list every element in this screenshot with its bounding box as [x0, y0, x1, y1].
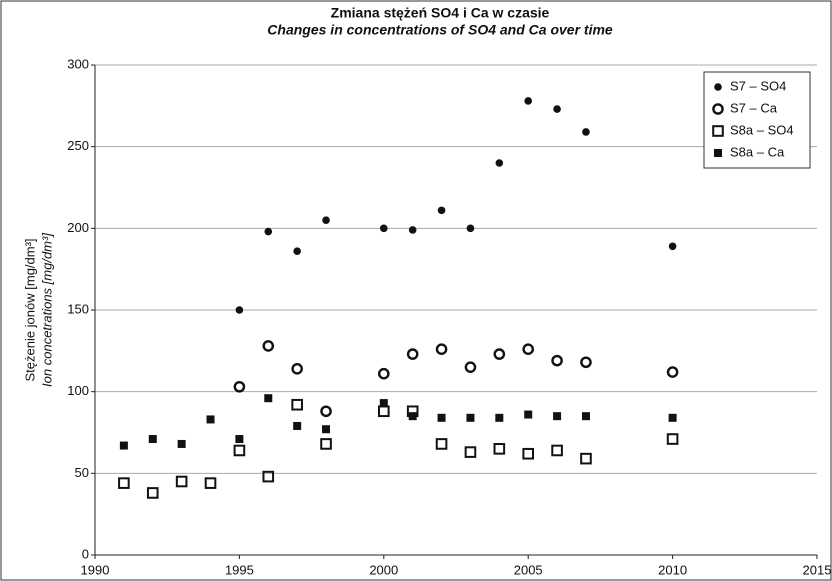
point — [233, 380, 246, 393]
point — [668, 242, 677, 251]
x-tick-label: 1990 — [81, 562, 110, 577]
point — [146, 487, 159, 499]
legend-label: S8a – Ca — [730, 144, 785, 159]
point — [264, 394, 273, 403]
point — [262, 340, 275, 352]
point — [320, 405, 332, 418]
y-tick-label: 200 — [67, 220, 89, 235]
point — [580, 356, 592, 369]
point — [582, 128, 590, 136]
point — [495, 413, 504, 422]
point — [435, 438, 448, 450]
y-tick-label: 0 — [82, 546, 89, 561]
point — [291, 398, 303, 411]
point — [380, 224, 388, 233]
point — [206, 415, 215, 424]
y-tick-label: 100 — [67, 383, 89, 398]
chart-subtitle: Changes in concentrations of SO4 and Ca … — [267, 22, 613, 38]
point — [493, 348, 506, 360]
x-tick-label: 2000 — [369, 562, 398, 577]
point — [148, 435, 157, 444]
point — [553, 105, 561, 113]
point — [524, 97, 532, 105]
point — [408, 412, 417, 421]
point — [493, 443, 506, 455]
point — [551, 354, 563, 367]
point — [378, 405, 390, 418]
y-tick-label: 250 — [67, 138, 89, 153]
legend-label: S7 – Ca — [730, 100, 778, 115]
legend-label: S7 – SO4 — [730, 78, 786, 93]
legend-marker — [714, 83, 722, 91]
point — [435, 343, 448, 356]
legend-marker — [714, 149, 722, 157]
point — [291, 362, 303, 375]
x-tick-label: 2015 — [803, 562, 832, 577]
x-tick-label: 2010 — [658, 562, 687, 577]
point — [581, 412, 590, 421]
point — [235, 435, 244, 444]
point — [175, 475, 188, 488]
point — [233, 444, 246, 457]
y-tick-label: 50 — [75, 465, 89, 480]
point — [464, 361, 477, 373]
point — [408, 226, 417, 234]
point — [464, 446, 477, 458]
y-tick-label: 300 — [67, 56, 89, 71]
point — [668, 413, 677, 422]
point — [322, 425, 331, 434]
point — [377, 367, 390, 380]
point — [580, 452, 592, 465]
point — [437, 413, 446, 422]
point — [264, 227, 273, 236]
point — [177, 439, 186, 448]
point — [666, 366, 679, 378]
chart-title: Zmiana stężeń SO4 i Ca w czasie — [331, 5, 550, 21]
point — [522, 447, 535, 460]
point — [204, 477, 217, 489]
legend-marker — [712, 103, 724, 115]
point — [379, 399, 388, 408]
point — [235, 306, 244, 314]
point — [466, 413, 475, 422]
point — [551, 444, 563, 457]
point — [437, 206, 446, 215]
point — [666, 433, 679, 445]
point — [119, 441, 128, 450]
x-tick-label: 2005 — [514, 562, 543, 577]
legend-label: S8a – SO4 — [730, 122, 794, 137]
point — [522, 343, 535, 356]
point — [293, 421, 302, 430]
point — [320, 438, 332, 450]
point — [524, 410, 533, 419]
y-axis-label: Stężenie jonów [mg/dm³] — [22, 238, 37, 381]
y-axis-label-2: Ion concetrations [mg/dm³] — [39, 233, 54, 387]
point — [293, 247, 301, 255]
point — [322, 216, 330, 224]
x-tick-label: 1995 — [225, 562, 254, 577]
legend-marker — [712, 125, 724, 137]
point — [118, 477, 130, 489]
point — [406, 348, 419, 360]
point — [495, 159, 504, 167]
point — [262, 470, 275, 483]
y-tick-label: 150 — [67, 301, 89, 316]
point — [553, 412, 562, 421]
point — [466, 224, 475, 233]
